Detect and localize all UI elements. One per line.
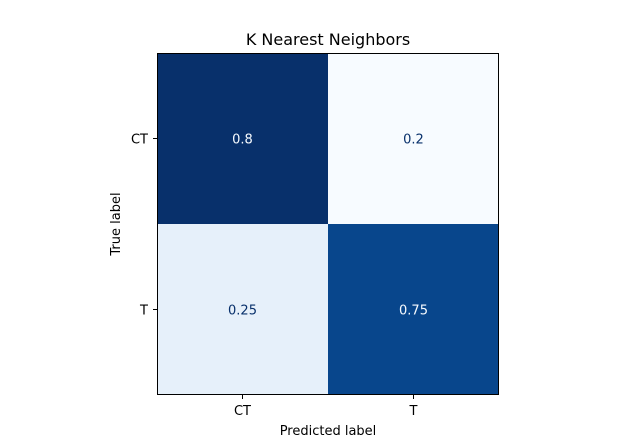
heatmap-cell-t-ct [157, 224, 328, 395]
cell-value-label: 0.2 [403, 133, 424, 148]
heatmap-cell-ct-t [328, 53, 499, 224]
cell-value-label: 0.8 [232, 133, 253, 148]
cell-value-labels: 0.8 0.2 0.25 0.75 [228, 133, 428, 319]
x-axis-label: Predicted label [280, 424, 377, 439]
x-tick-label: T [409, 404, 418, 419]
axis-ticks: CT T CT T [131, 133, 418, 420]
heatmap-cells [157, 53, 499, 395]
cell-value-label: 0.75 [399, 304, 428, 319]
x-tick-label: CT [234, 404, 251, 419]
cell-value-label: 0.25 [228, 304, 257, 319]
heatmap-cell-ct-ct [157, 53, 328, 224]
chart-title: K Nearest Neighbors [246, 30, 410, 49]
y-axis-label: True label [109, 192, 124, 256]
heatmap-cell-t-t [328, 224, 499, 395]
y-tick-label: T [139, 304, 148, 319]
plot-frame [157, 53, 499, 395]
y-tick-label: CT [131, 133, 148, 148]
